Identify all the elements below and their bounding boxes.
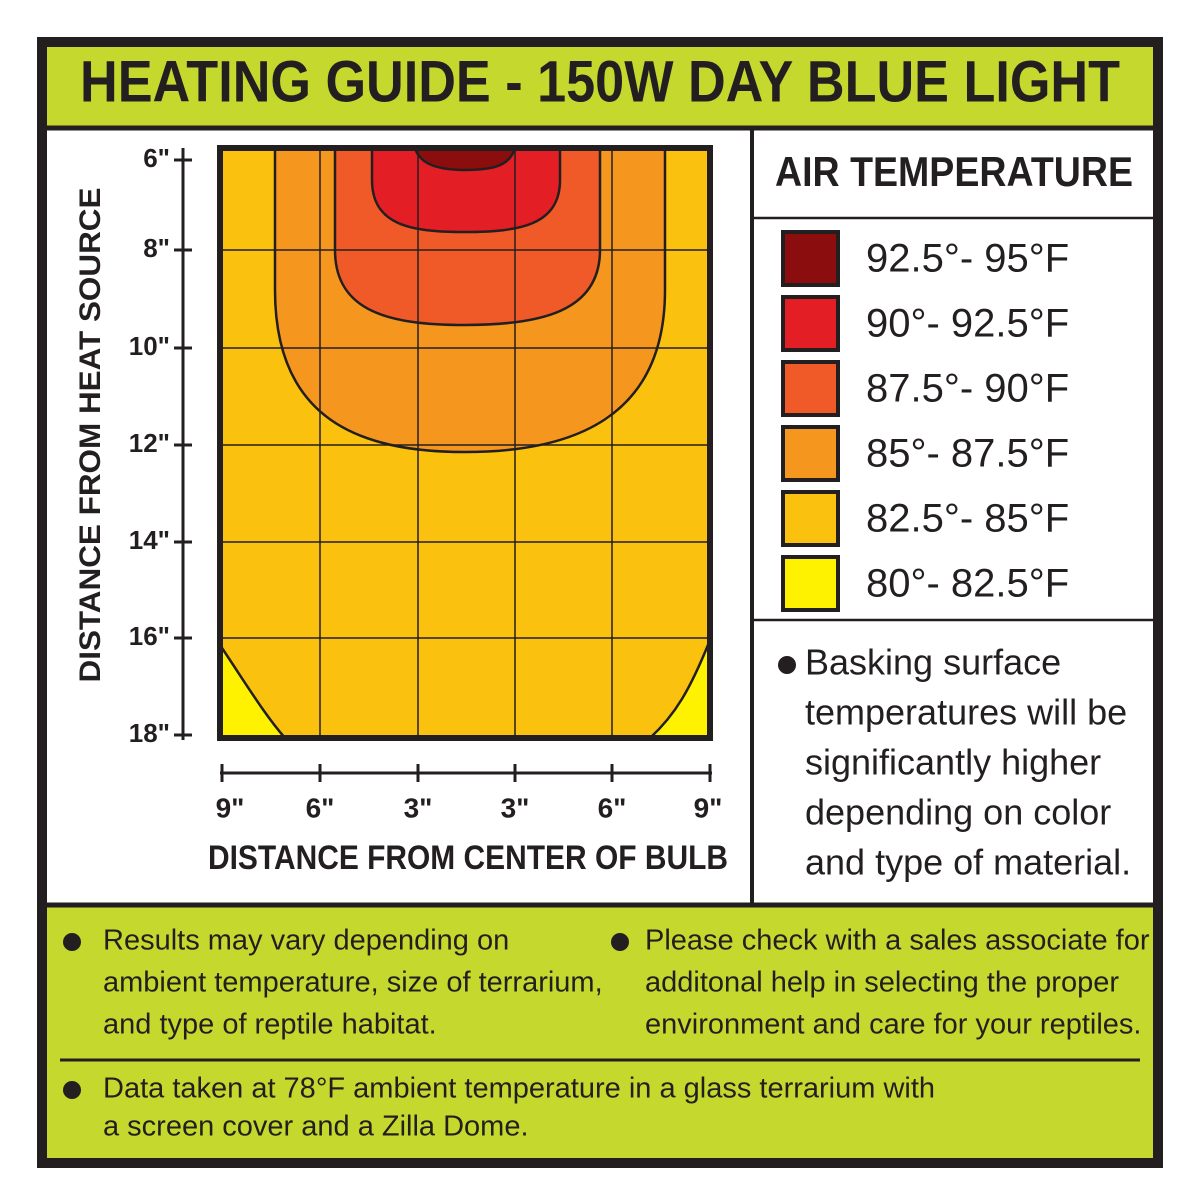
x-tick-label: 3" [404, 792, 433, 823]
legend-swatch [781, 490, 840, 547]
temperature-zone [413, 146, 517, 172]
side-note-line: Basking surface [805, 642, 1061, 683]
title-band [42, 42, 1158, 126]
frame [37, 37, 1163, 1168]
x-tick-label: 9" [216, 792, 245, 823]
legend-label: 87.5°- 90°F [866, 367, 1069, 411]
legend-label: 82.5°- 85°F [866, 497, 1069, 541]
x-axis-label: DISTANCE FROM CENTER OF BULB [208, 839, 728, 877]
x-tick-label: 3" [501, 792, 530, 823]
legend-swatch [781, 295, 840, 352]
temperature-zone [370, 146, 562, 234]
x-tick-label: 6" [598, 792, 627, 823]
grid [220, 148, 710, 738]
legend-label: 90°- 92.5°F [866, 302, 1069, 346]
y-tick-label: 10" [129, 331, 170, 361]
y-tick-label: 18" [129, 718, 170, 748]
notes-band [42, 905, 1158, 1163]
legend-swatch [781, 360, 840, 417]
note-line: Results may vary depending on [103, 925, 509, 957]
y-tick-label: 6" [143, 143, 170, 173]
note-line: a screen cover and a Zilla Dome. [103, 1111, 529, 1143]
side-note-line: and type of material. [805, 842, 1131, 883]
legend-label: 85°- 87.5°F [866, 432, 1069, 476]
y-tick-label: 8" [143, 233, 170, 263]
legend-swatch [781, 555, 840, 612]
note-line: Please check with a sales associate for [645, 925, 1150, 957]
legend-label: 92.5°- 95°F [866, 237, 1069, 281]
bullet [63, 1081, 81, 1099]
note-line: and type of reptile habitat. [103, 1009, 437, 1041]
note-line: Data taken at 78°F ambient temperature i… [103, 1073, 935, 1105]
legend-swatch [781, 425, 840, 482]
x-tick-label: 6" [306, 792, 335, 823]
side-note-line: depending on color [805, 792, 1111, 833]
heat-map [217, 145, 713, 741]
bullet [778, 656, 796, 674]
x-tick-label: 9" [694, 792, 723, 823]
bullet [63, 933, 81, 951]
side-note-line: significantly higher [805, 742, 1101, 783]
plot-border [217, 145, 713, 741]
note-line: environment and care for your reptiles. [645, 1009, 1141, 1041]
y-tick-label: 12" [129, 428, 170, 458]
title: HEATING GUIDE - 150W DAY BLUE LIGHT [80, 49, 1120, 114]
legend-label: 80°- 82.5°F [866, 562, 1069, 606]
y-tick-label: 14" [129, 525, 170, 555]
bullet [611, 933, 629, 951]
y-tick-label: 16" [129, 621, 170, 651]
note-line: additonal help in selecting the proper [645, 967, 1119, 999]
legend-swatch [781, 230, 840, 287]
side-note-line: temperatures will be [805, 692, 1127, 733]
legend-title: AIR TEMPERATURE [775, 148, 1133, 195]
y-axis-label: DISTANCE FROM HEAT SOURCE [74, 187, 107, 682]
note-line: ambient temperature, size of terrarium, [103, 967, 603, 999]
